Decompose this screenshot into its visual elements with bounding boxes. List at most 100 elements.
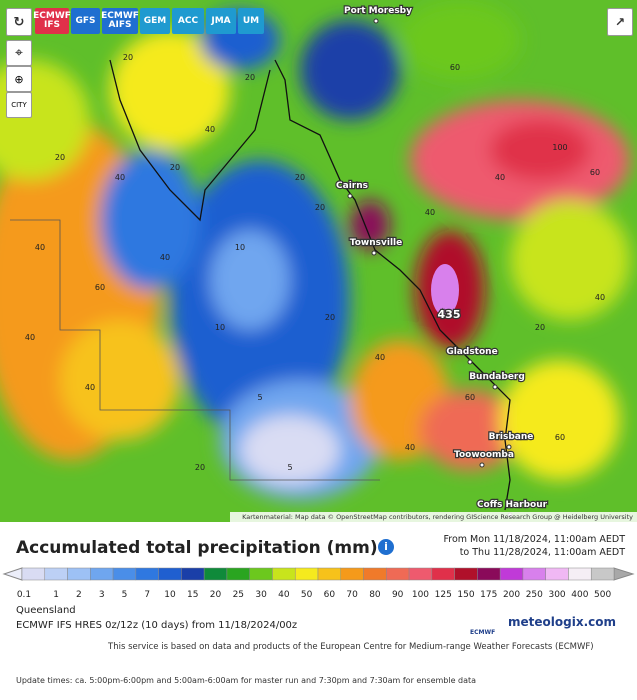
place-dot: [467, 359, 473, 365]
place-label: Brisbane: [489, 432, 534, 442]
legend-swatch: [44, 567, 68, 581]
legend-swatch: [545, 567, 569, 581]
map-value-label: 40: [405, 443, 415, 452]
legend-swatch: [340, 567, 364, 581]
legend-arrow-high: [613, 567, 635, 581]
info-icon[interactable]: i: [378, 539, 394, 555]
legend-label: 3: [99, 590, 105, 600]
legend-swatch: [363, 567, 387, 581]
map-value-label: 20: [245, 73, 255, 82]
map-value-label: 40: [85, 383, 95, 392]
place-label: Port Moresby: [344, 6, 412, 16]
legend-label: 300: [548, 590, 565, 600]
place-dot: [506, 444, 512, 450]
map-value-label: 20: [55, 153, 65, 162]
legend-swatch: [317, 567, 342, 581]
place-label: Toowoomba: [454, 450, 514, 460]
legend-label: 80: [369, 590, 381, 600]
legend-swatch: [454, 567, 478, 581]
map-value-label: 40: [595, 293, 605, 302]
map-value-label: 40: [375, 353, 385, 362]
legend-label: 5: [122, 590, 128, 600]
place-dot: [373, 18, 379, 24]
zoom-button[interactable]: ⊕: [6, 66, 32, 92]
legend-label: 2: [76, 590, 82, 600]
model-button[interactable]: UM: [238, 8, 264, 34]
legend-label: 40: [278, 590, 290, 600]
map-value-label: 40: [115, 173, 125, 182]
model-button[interactable]: ACC: [172, 8, 204, 34]
update-times: Update times: ca. 5:00pm-6:00pm and 5:00…: [16, 676, 477, 685]
map-value-label: 20: [195, 463, 205, 472]
map[interactable]: 435 Port Moresby Cairns Townsville Gladston…: [0, 0, 637, 522]
legend-label: 90: [392, 590, 404, 600]
model-run: ECMWF IFS HRES 0z/12z (10 days) from 11/…: [16, 620, 298, 631]
place-dot: [479, 462, 485, 468]
legend-swatch: [568, 567, 592, 581]
model-button[interactable]: ECMWF IFS: [33, 8, 71, 34]
map-value-label: 20: [315, 203, 325, 212]
map-value-label: 60: [450, 63, 460, 72]
locate-button[interactable]: ⌖: [6, 40, 32, 66]
place-label: Coffs Harbour: [477, 500, 548, 510]
map-value-label: 20: [170, 163, 180, 172]
legend-label: 1: [53, 590, 59, 600]
map-value-label: 40: [25, 333, 35, 342]
max-value-label: 435: [438, 308, 461, 321]
legend-swatch: [249, 567, 273, 581]
map-value-label: 10: [235, 243, 245, 252]
legend-label: 50: [301, 590, 313, 600]
legend-swatch: [158, 567, 182, 581]
brand[interactable]: meteologix.com: [508, 615, 616, 629]
legend-label: 250: [526, 590, 543, 600]
map-value-label: 60: [95, 283, 105, 292]
model-button[interactable]: GFS: [71, 8, 100, 34]
legend-swatch: [181, 567, 205, 581]
legend-swatch: [294, 567, 319, 581]
map-value-label: 10: [215, 323, 225, 332]
map-value-label: 20: [295, 173, 305, 182]
share-button[interactable]: ↗: [607, 8, 633, 36]
legend-label: 70: [346, 590, 358, 600]
date-to: to Thu 11/28/2024, 11:00am AEDT: [459, 547, 625, 558]
map-value-label: 20: [325, 313, 335, 322]
place-label: Townsville: [350, 238, 402, 248]
place-dot: [371, 250, 377, 256]
legend-label: 125: [435, 590, 452, 600]
legend-swatch: [90, 567, 114, 581]
map-value-label: 60: [555, 433, 565, 442]
date-from: From Mon 11/18/2024, 11:00am AEDT: [443, 534, 626, 545]
legend-arrow-low: [2, 567, 23, 581]
legend-swatch: [477, 567, 501, 581]
model-button[interactable]: ECMWF AIFS: [101, 8, 139, 34]
region: Queensland: [16, 605, 76, 616]
title: Accumulated total precipitation (mm): [16, 538, 378, 558]
map-value-label: 60: [465, 393, 475, 402]
legend-swatch: [272, 567, 296, 581]
map-canvas: 435 Port Moresby Cairns Townsville Gladston…: [0, 0, 637, 522]
map-value-label: 60: [590, 168, 600, 177]
map-value-label: 40: [160, 253, 170, 262]
city-button[interactable]: CITY: [6, 92, 32, 118]
legend-label: 25: [233, 590, 244, 600]
color-legend: 0.1 1 2 3 5 7 10 15 20 25 30 40 50 60 70 80 90 100 125 150 1…: [2, 567, 635, 600]
model-button[interactable]: GEM: [140, 8, 170, 34]
map-value-label: 100: [552, 143, 567, 152]
place-label: Bundaberg: [469, 372, 525, 382]
legend-swatch: [499, 567, 524, 581]
map-value-label: 20: [535, 323, 545, 332]
refresh-button[interactable]: ↻: [6, 8, 32, 36]
place-dot: [347, 193, 353, 199]
info-panel: Accumulated total precipitation (mm) i F…: [0, 522, 637, 700]
legend-label: 20: [210, 590, 222, 600]
map-value-label: 40: [205, 125, 215, 134]
legend-label: 400: [571, 590, 588, 600]
place-dot: [492, 384, 498, 390]
legend-label: 30: [255, 590, 267, 600]
legend-swatch: [590, 567, 615, 581]
legend-swatch: [522, 567, 546, 581]
place-label: Gladstone: [446, 347, 497, 357]
model-button[interactable]: JMA: [206, 8, 236, 34]
map-value-label: 5: [257, 393, 262, 402]
